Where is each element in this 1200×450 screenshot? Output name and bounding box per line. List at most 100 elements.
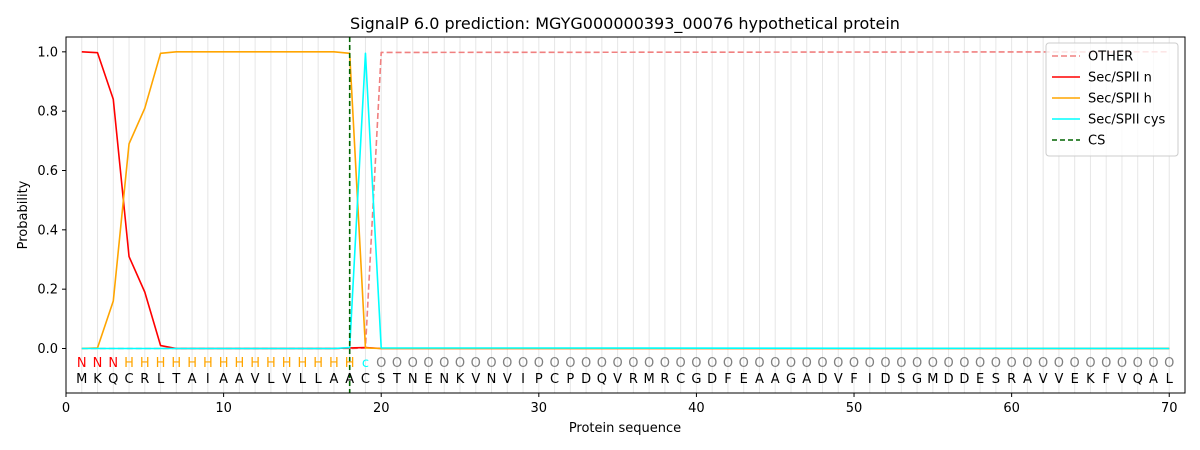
region-label: O [565,356,575,371]
region-label: H [219,356,229,371]
region-label: O [707,356,717,371]
region-label: O [581,356,591,371]
x-tick-label: 40 [688,401,705,416]
residue-letter: M [644,372,655,387]
region-label: O [376,356,386,371]
region-label: H [171,356,181,371]
residue-letter: E [424,372,432,387]
residue-letter: L [299,372,307,387]
residue-letter: E [976,372,984,387]
x-tick-label: 50 [846,401,863,416]
legend-entry: CS [1088,134,1105,149]
residue-letter: T [392,372,401,387]
region-label: H [124,356,134,371]
residue-letter: V [471,372,480,387]
region-label: O [880,356,890,371]
region-label: O [1148,356,1158,371]
residue-letter: A [1149,372,1158,387]
residue-letter: L [267,372,275,387]
residue-letter: C [125,372,134,387]
residue-letter: T [171,372,180,387]
x-tick-label: 10 [215,401,232,416]
residue-letter: N [408,372,418,387]
region-label: O [786,356,796,371]
residue-letter: V [834,372,843,387]
residue-letter: P [535,372,543,387]
region-label: H [282,356,292,371]
residue-letter: E [740,372,748,387]
residue-letter: I [521,372,525,387]
region-label: H [234,356,244,371]
region-label: O [802,356,812,371]
residue-letter: R [660,372,669,387]
residue-letter: A [219,372,228,387]
residue-letter: C [676,372,685,387]
residue-letter: G [691,372,701,387]
series-layer [81,37,1170,393]
x-tick-label: 0 [62,401,70,416]
x-axis-label: Protein sequence [569,421,681,436]
series-line-sec-spii-cys [81,52,1170,350]
region-label: N [93,356,103,371]
series-line-other [81,51,1170,350]
region-label: O [644,356,654,371]
region-label: O [912,356,922,371]
region-label: H [345,356,355,371]
region-label: H [298,356,308,371]
legend: OTHER Sec/SPII n Sec/SPII h Sec/SPII cys CS [1045,42,1179,157]
residue-letter: F [1102,372,1109,387]
residue-letter: M [927,372,938,387]
residue-letter: G [786,372,796,387]
residue-letter: K [1086,372,1095,387]
legend-entry: OTHER [1088,50,1133,65]
residue-letter: A [755,372,764,387]
residue-letter: V [282,372,291,387]
region-label: O [754,356,764,371]
residue-letter: N [439,372,449,387]
series-line-sec-spii-n [81,51,1170,350]
region-label: O [423,356,433,371]
region-label: O [1133,356,1143,371]
y-tick-label: 0.0 [37,342,58,357]
region-label: O [471,356,481,371]
region-label: O [597,356,607,371]
residue-letter: P [566,372,574,387]
residue-letter: S [377,372,385,387]
region-label: O [1022,356,1032,371]
residue-letter: M [76,372,87,387]
region-label: O [1101,356,1111,371]
region-label: O [408,356,418,371]
region-label: O [534,356,544,371]
residue-letter: A [1023,372,1032,387]
residue-letter: C [550,372,559,387]
region-label: c [362,356,369,371]
residue-letter: D [817,372,827,387]
y-tick-label: 0.2 [37,283,58,298]
region-label: O [1117,356,1127,371]
residue-letter: K [456,372,465,387]
residue-letter: L [1166,372,1174,387]
region-label: O [1054,356,1064,371]
residue-letter: Q [597,372,607,387]
region-label: O [896,356,906,371]
residue-letter: A [345,372,354,387]
region-label: O [392,356,402,371]
residue-letter: D [959,372,969,387]
region-label: O [833,356,843,371]
region-label: O [1070,356,1080,371]
region-label: O [613,356,623,371]
residue-letter: D [707,372,717,387]
residue-letter: Q [1133,372,1143,387]
residue-letter: A [802,372,811,387]
residue-letter: L [157,372,165,387]
residue-letter: C [361,372,370,387]
region-label: O [1164,356,1174,371]
region-label: O [1085,356,1095,371]
residue-letter: Q [108,372,118,387]
residue-letter: A [235,372,244,387]
region-label: H [187,356,197,371]
residue-letter: A [329,372,338,387]
residue-letter: G [912,372,922,387]
